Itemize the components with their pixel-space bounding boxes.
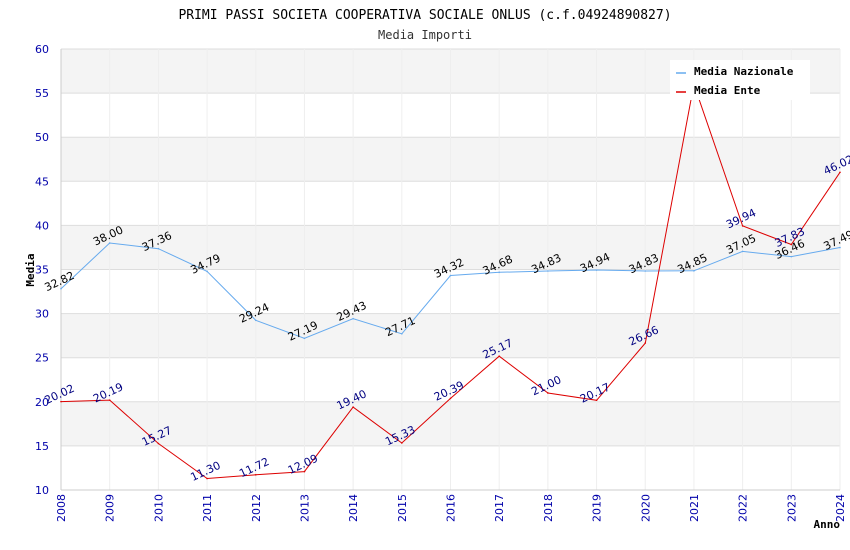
data-point-media-nazionale (157, 247, 160, 250)
series-lines (60, 82, 841, 480)
x-tick-label: 2015 (396, 494, 409, 522)
y-tick-label: 35 (35, 264, 49, 277)
legend-label-media-nazionale: Media Nazionale (694, 65, 794, 78)
x-tick-label: 2009 (104, 494, 117, 522)
data-point-media-ente (547, 392, 549, 394)
x-tick-label: 2021 (688, 494, 701, 522)
data-point-media-nazionale (741, 250, 744, 253)
y-tick-label: 15 (35, 440, 49, 453)
y-tick-label: 50 (35, 131, 49, 144)
data-point-media-nazionale (303, 337, 306, 340)
data-point-media-ente (595, 399, 598, 402)
data-point-media-ente (401, 442, 403, 444)
x-tick-label: 2019 (591, 494, 604, 522)
y-axis-ticks: 10 15 20 25 30 35 40 45 50 55 60 (35, 43, 49, 497)
data-point-media-nazionale (498, 271, 500, 274)
data-point-media-ente (449, 397, 452, 400)
data-point-media-ente (157, 442, 160, 445)
data-point-media-ente (790, 243, 793, 246)
legend-label-media-ente: Media Ente (694, 84, 761, 97)
x-tick-label: 2008 (55, 494, 68, 522)
y-tick-label: 25 (35, 352, 49, 365)
data-point-media-ente (498, 355, 500, 358)
legend-box (670, 60, 810, 100)
legend: Media Nazionale Media Ente (670, 60, 810, 100)
x-tick-label: 2016 (445, 494, 458, 522)
y-tick-label: 55 (35, 87, 49, 100)
data-point-media-ente (108, 399, 111, 401)
x-tick-label: 2010 (152, 494, 165, 522)
x-tick-label: 2023 (785, 494, 798, 522)
y-tick-label: 45 (35, 175, 49, 188)
x-axis-label: Anno (814, 518, 841, 531)
data-point-media-nazionale (693, 270, 695, 272)
x-tick-label: 2018 (542, 494, 555, 522)
data-point-media-ente (839, 171, 841, 174)
y-tick-label: 20 (35, 396, 49, 409)
data-point-media-ente (60, 400, 62, 403)
chart-subtitle: Media Importi (378, 28, 472, 42)
x-axis-ticks: 2008 2009 2010 2011 2012 2013 2014 2015 2016 2017… (55, 494, 847, 522)
x-tick-label: 2013 (298, 494, 311, 522)
x-tick-label: 2011 (201, 494, 214, 522)
x-tick-label: 2017 (493, 494, 506, 522)
data-point-media-nazionale (60, 287, 62, 290)
x-tick-label: 2014 (347, 494, 360, 522)
data-point-media-ente (741, 225, 744, 227)
data-point-media-nazionale (206, 270, 208, 273)
y-tick-label: 60 (35, 43, 49, 56)
x-tick-label: 2012 (250, 494, 263, 522)
data-point-media-nazionale (790, 255, 793, 258)
data-point-media-nazionale (108, 242, 111, 244)
x-tick-label: 2022 (737, 494, 750, 522)
data-point-media-nazionale (547, 270, 549, 272)
data-point-media-nazionale (401, 332, 403, 335)
grid-lines (60, 48, 841, 491)
data-point-media-nazionale (595, 269, 598, 271)
data-point-media-ente (644, 342, 647, 344)
chart-title: PRIMI PASSI SOCIETA COOPERATIVA SOCIALE … (178, 8, 671, 23)
data-point-media-ente (206, 477, 208, 480)
data-point-media-nazionale (449, 274, 452, 277)
data-point-media-ente (303, 470, 306, 473)
y-tick-label: 40 (35, 219, 49, 232)
x-tick-label: 2024 (834, 494, 847, 522)
data-point-media-nazionale (254, 319, 257, 322)
data-point-media-nazionale (352, 317, 354, 320)
x-tick-label: 2020 (639, 494, 652, 522)
y-tick-label: 10 (35, 484, 49, 497)
data-point-media-nazionale (839, 246, 841, 249)
data-point-media-ente (254, 474, 257, 476)
data-point-media-nazionale (644, 270, 647, 272)
data-point-media-ente (352, 406, 354, 408)
y-axis-label: Media (24, 253, 37, 286)
y-tick-label: 30 (35, 308, 49, 321)
